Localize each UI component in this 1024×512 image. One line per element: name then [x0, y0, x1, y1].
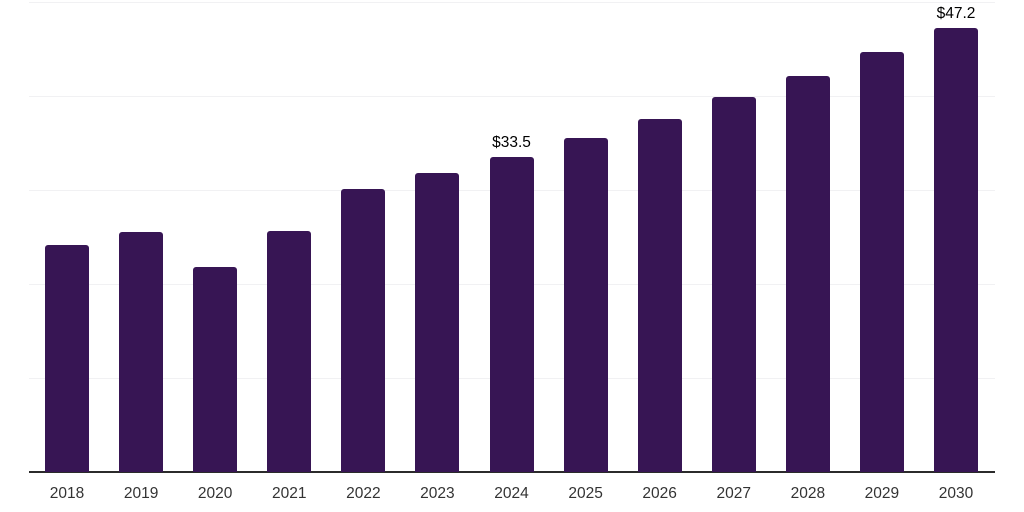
gridline-50	[29, 2, 995, 3]
bar-2023	[415, 173, 460, 472]
bar-2024	[489, 157, 534, 472]
x-axis-line	[29, 471, 995, 473]
x-tick-2029: 2029	[864, 485, 900, 502]
bar-2027	[711, 96, 756, 472]
x-tick-2025: 2025	[568, 485, 603, 502]
bar-2029	[859, 51, 904, 472]
x-tick-2019: 2019	[123, 485, 159, 502]
bar-2020	[193, 267, 238, 472]
bar-2028	[785, 76, 830, 472]
x-tick-2023: 2023	[420, 485, 455, 502]
x-tick-2018: 2018	[49, 485, 85, 502]
bar-2025	[563, 138, 608, 472]
x-tick-2026: 2026	[642, 485, 677, 502]
bar-2022	[341, 189, 386, 472]
x-tick-2021: 2021	[272, 485, 307, 502]
x-tick-2028: 2028	[790, 485, 826, 502]
x-tick-2024: 2024	[494, 485, 529, 502]
x-tick-2020: 2020	[197, 485, 233, 502]
x-tick-2022: 2022	[346, 485, 381, 502]
data-label-2030: $47.2	[936, 5, 976, 23]
bar-2018	[45, 244, 89, 472]
x-tick-2030: 2030	[938, 485, 974, 502]
bar-2026	[637, 118, 682, 472]
data-label-2024: $33.5	[492, 134, 531, 152]
gridline-40	[29, 96, 995, 97]
bar-2019	[119, 232, 164, 472]
bar-2021	[267, 231, 312, 472]
bar-2030	[934, 28, 978, 472]
x-tick-2027: 2027	[716, 485, 751, 502]
